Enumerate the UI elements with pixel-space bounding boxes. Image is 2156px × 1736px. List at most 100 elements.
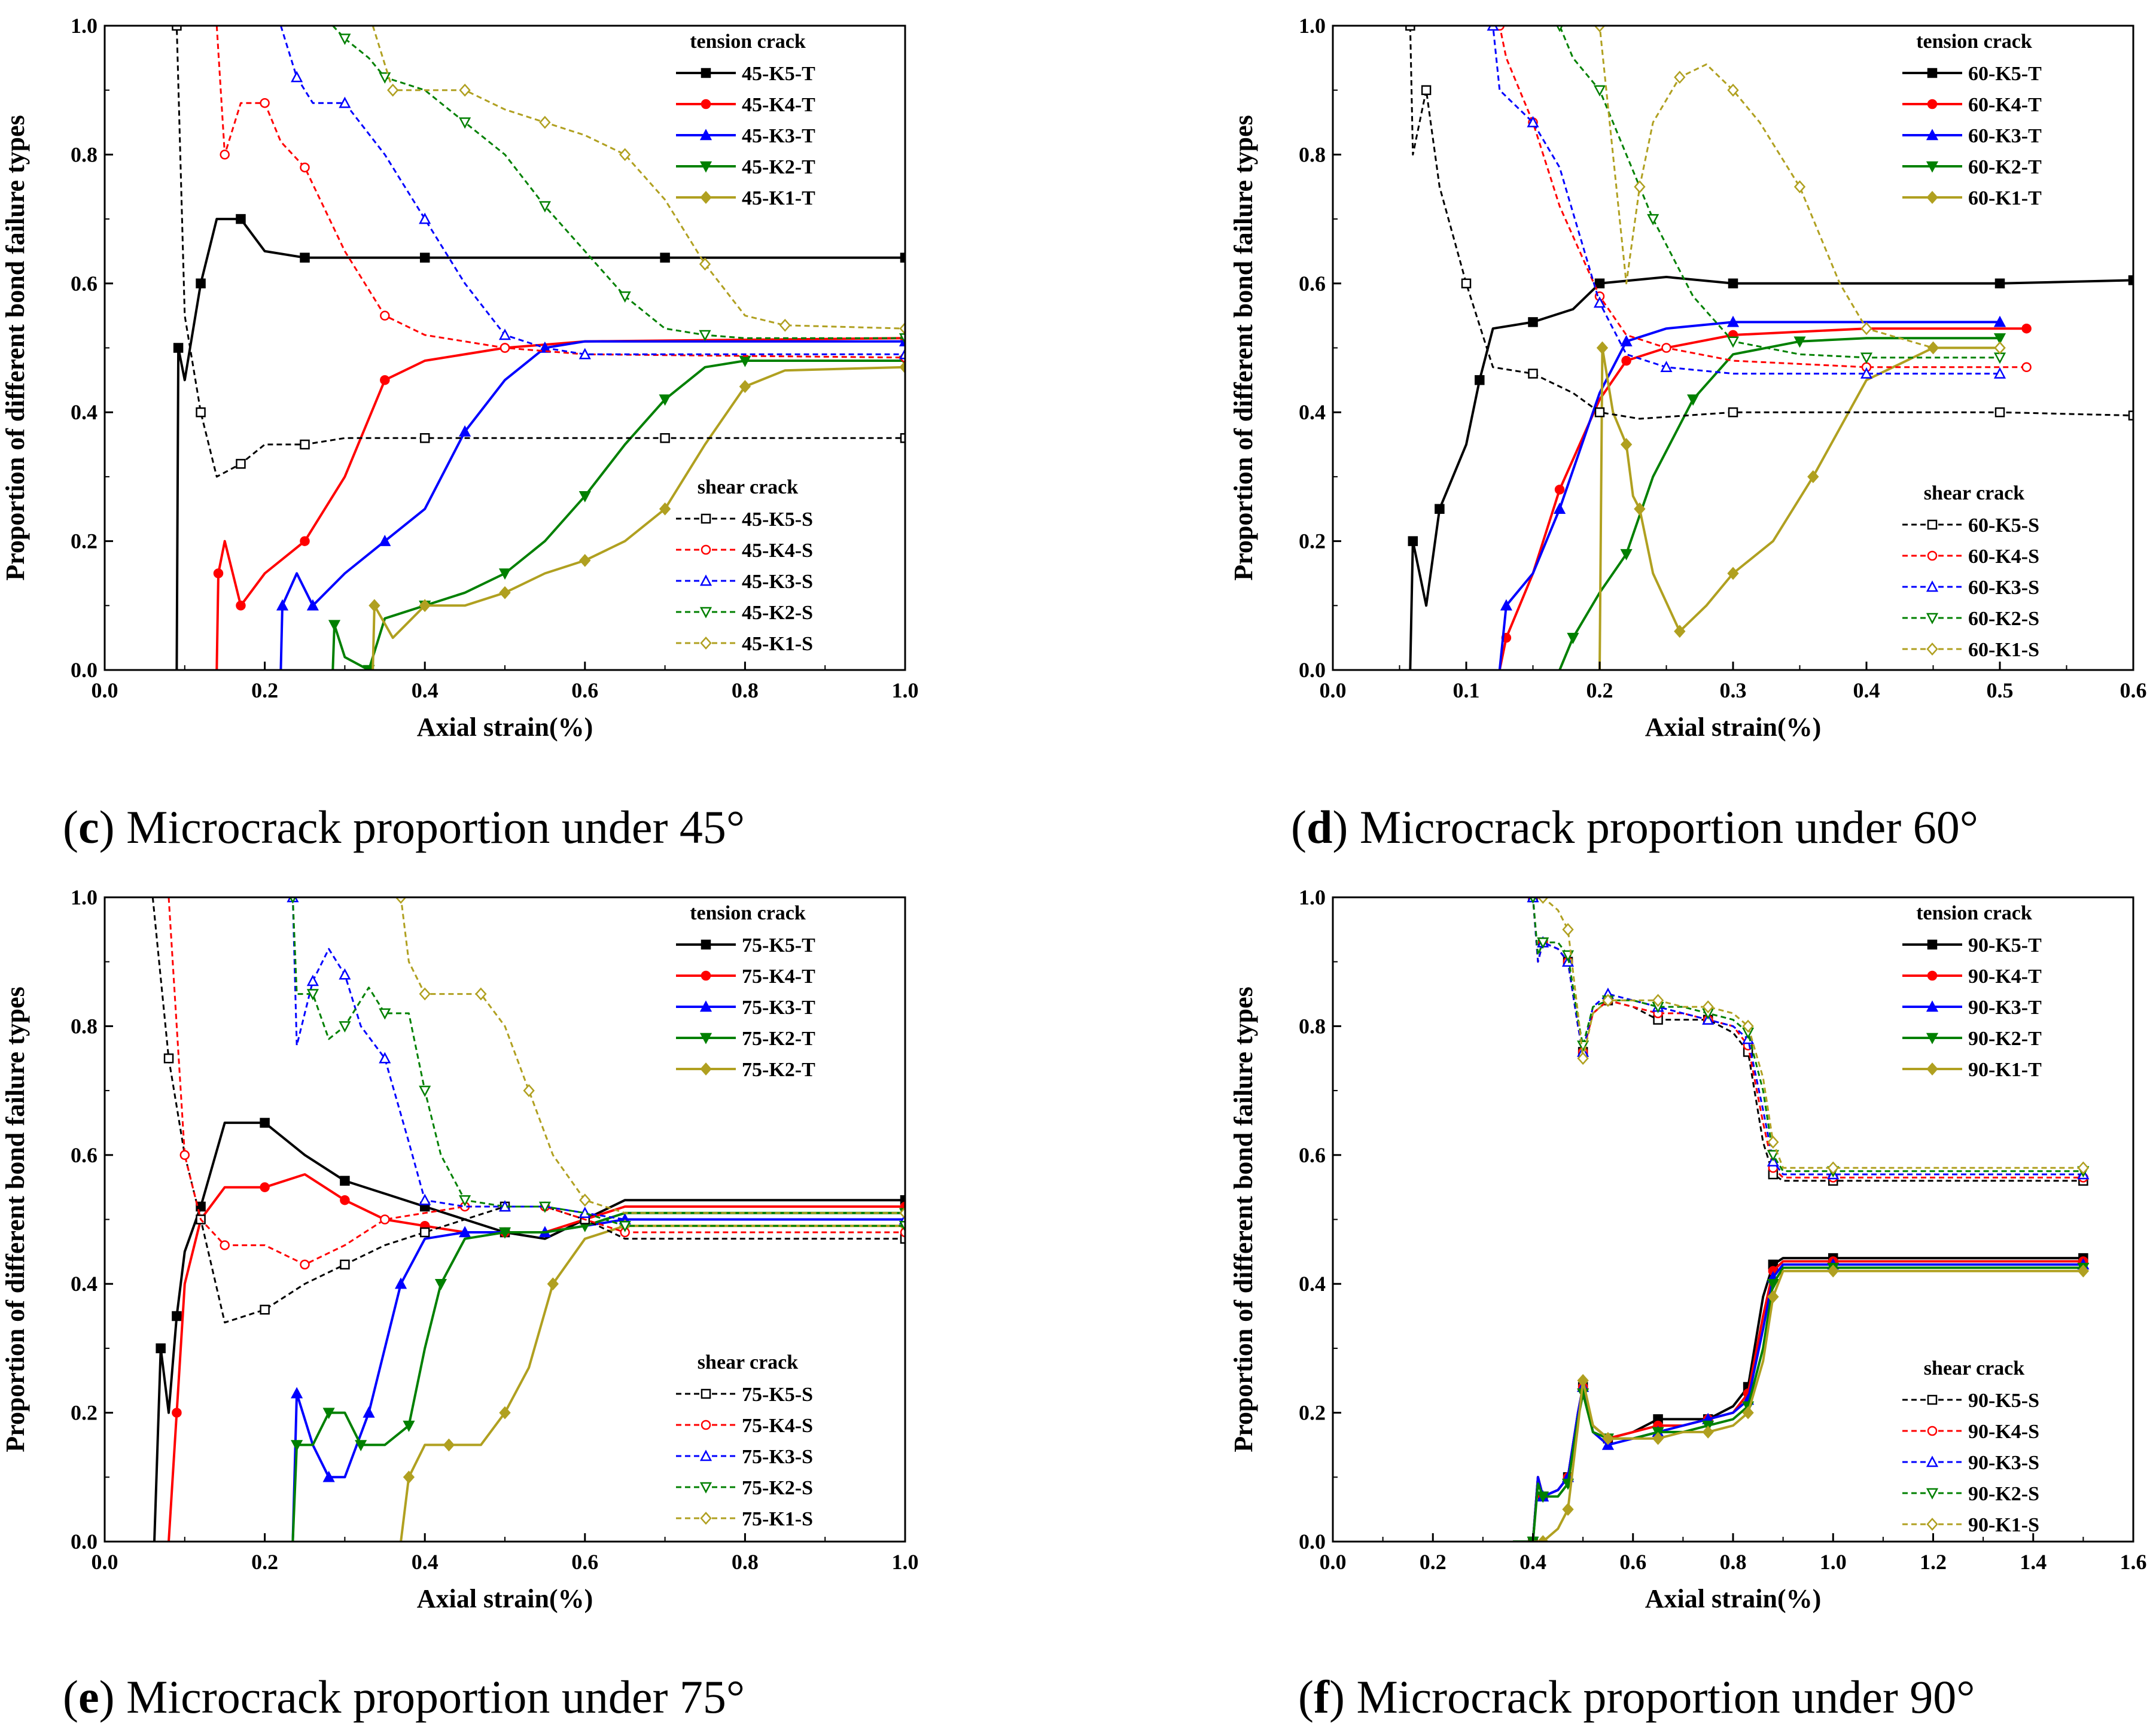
data-point-60-K5-T xyxy=(1994,278,2005,289)
legend-marker xyxy=(1926,1488,1939,1500)
data-point-60-K2-T xyxy=(1567,632,1579,644)
legend-tension-title: tension crack xyxy=(1916,902,2032,924)
x-tick-label: 0.0 xyxy=(1320,678,1347,702)
y-tick-label: 0.0 xyxy=(1299,658,1326,682)
data-point-90-K1-T xyxy=(1577,1373,1589,1387)
legend-label-75-K2-T: 75-K2-T xyxy=(742,1028,815,1050)
data-point-75-K5-S xyxy=(260,1305,270,1315)
data-point-60-K3-S xyxy=(1527,115,1539,127)
y-axis-label: Proportion of different bond failure typ… xyxy=(1,986,30,1452)
chart-panel-e: 0.0 0.2 0.4 0.6 0.8 1.0 0.0 0.2 0.4 0.6 0.8 1.0 Axia… xyxy=(1,885,919,1613)
data-point-45-K1-T xyxy=(739,380,751,394)
data-point-60-K1-S xyxy=(1860,322,1872,336)
y-tick-label: 0.6 xyxy=(71,272,98,296)
x-axis-label: Axial strain(%) xyxy=(1645,1584,1822,1613)
series-line-60-K3-T xyxy=(1498,321,2000,670)
y-axis-label: Proportion of different bond failure typ… xyxy=(1229,986,1258,1452)
x-tick-label: 0.8 xyxy=(1720,1550,1747,1574)
data-point-60-K5-S xyxy=(1405,26,1415,31)
data-point-90-K2-S xyxy=(1537,937,1549,949)
legend-label-45-K5-T: 45-K5-T xyxy=(742,63,815,85)
data-point-90-K1-T xyxy=(1537,1535,1549,1542)
data-point-45-K5-T xyxy=(196,278,206,289)
legend-marker xyxy=(699,1000,712,1012)
data-point-60-K3-S xyxy=(1593,296,1606,308)
legend-marker xyxy=(699,129,712,141)
x-tick-label: 1.6 xyxy=(2120,1550,2147,1574)
series-line-60-K2-S xyxy=(1426,26,2000,359)
data-point-45-K5-T xyxy=(173,343,184,353)
series-line-75-K5-S xyxy=(151,897,905,1324)
data-point-90-K1-S xyxy=(1742,1019,1754,1033)
series-line-75-K2-T xyxy=(291,1211,905,1542)
series-line-75-K4-S xyxy=(168,897,905,1266)
legend: tension crack shear crack 45-K5-T 45-K4-T 45… xyxy=(676,31,815,655)
data-point-90-K1-S xyxy=(1652,994,1664,1007)
legend-marker xyxy=(1926,1455,1939,1467)
series-line-90-K1-S xyxy=(1533,897,2084,1169)
legend-label-90-K2-T: 90-K2-T xyxy=(1968,1028,2042,1050)
data-point-45-K3-S xyxy=(339,96,351,108)
legend-label-45-K3-S: 45-K3-S xyxy=(742,571,813,593)
x-tick-label: 0.4 xyxy=(1519,1550,1546,1574)
y-tick-label: 0.8 xyxy=(71,142,98,166)
data-point-45-K5-T xyxy=(900,252,905,263)
legend-label-90-K1-S: 90-K1-S xyxy=(1968,1514,2039,1536)
x-tick-label: 0.3 xyxy=(1720,678,1747,702)
data-point-90-K1-T xyxy=(1602,1432,1614,1445)
y-tick-label: 1.0 xyxy=(1299,885,1326,909)
caption-letter: c xyxy=(78,801,99,853)
legend-marker xyxy=(701,99,711,109)
legend-marker xyxy=(1927,68,1938,78)
data-point-45-K3-S xyxy=(498,328,511,340)
legend-marker xyxy=(699,1482,712,1494)
caption-panel-d: (d) Microcrack proportion under 60° xyxy=(1291,801,1978,853)
y-tick-label: 0.6 xyxy=(1299,272,1326,296)
data-point-75-K3-T xyxy=(363,1406,375,1418)
legend-label-45-K3-T: 45-K3-T xyxy=(742,125,815,147)
series-line-90-K2-T xyxy=(1513,1266,2084,1542)
data-point-45-K4-S xyxy=(260,98,270,108)
legend-marker xyxy=(1926,1518,1938,1531)
data-point-75-K5-T xyxy=(900,1195,905,1205)
data-point-60-K5-S xyxy=(1528,368,1538,379)
data-point-45-K2-S xyxy=(538,201,551,213)
data-point-90-K2-T xyxy=(1537,1491,1549,1503)
x-tick-label: 0.6 xyxy=(571,678,598,702)
data-point-75-K1-S xyxy=(475,987,487,1001)
data-point-75-K2-S xyxy=(899,1221,905,1232)
data-point-45-K5-S xyxy=(660,433,670,443)
series-line-75-K2-T xyxy=(400,1225,905,1542)
caption-panel-e: (e) Microcrack proportion under 75° xyxy=(63,1671,745,1723)
legend-marker xyxy=(700,1512,712,1525)
data-point-60-K4-S xyxy=(2021,362,2032,373)
legend-marker xyxy=(701,68,711,78)
caption-letter: d xyxy=(1306,801,1333,853)
x-tick-label: 1.0 xyxy=(892,678,919,702)
x-tick-label: 0.0 xyxy=(92,1550,118,1574)
data-point-45-K3-T xyxy=(306,599,319,611)
data-point-75-K2-S xyxy=(459,1195,471,1207)
data-point-45-K1-T xyxy=(499,586,511,599)
chart-panel-f: 0.0 0.2 0.4 0.6 0.8 1.0 1.2 1.4 1.6 0.0 0.2 0.4 0.6 0… xyxy=(1229,885,2147,1613)
y-axis-label: Proportion of different bond failure typ… xyxy=(1229,115,1258,581)
data-point-75-K1-S xyxy=(523,1084,535,1097)
data-point-45-K4-S xyxy=(300,162,310,173)
legend-label-45-K4-S: 45-K4-S xyxy=(742,540,813,562)
x-tick-label: 0.8 xyxy=(732,678,759,702)
legend-label-60-K5-S: 60-K5-S xyxy=(1968,514,2039,537)
legend-tension-title: tension crack xyxy=(1916,31,2032,53)
data-point-60-K5-S xyxy=(1728,407,1738,418)
legend-marker xyxy=(1926,642,1938,656)
data-point-75-K2-S xyxy=(306,989,319,1001)
data-point-75-K5-S xyxy=(900,1234,905,1244)
legend-shear-title: shear crack xyxy=(1924,1357,2024,1379)
x-tick-label: 0.1 xyxy=(1453,678,1480,702)
legend: tension crack shear crack 60-K5-T 60-K4-T 60… xyxy=(1902,31,2042,661)
data-point-60-K1-T xyxy=(1807,470,1819,483)
x-tick-label: 0.4 xyxy=(412,1550,438,1574)
legend-label-75-K5-T: 75-K5-T xyxy=(742,934,815,957)
data-point-75-K3-T xyxy=(394,1277,407,1289)
series-line-45-K1-S xyxy=(371,26,905,330)
legend-label-75-K2-S: 75-K2-S xyxy=(742,1477,813,1499)
